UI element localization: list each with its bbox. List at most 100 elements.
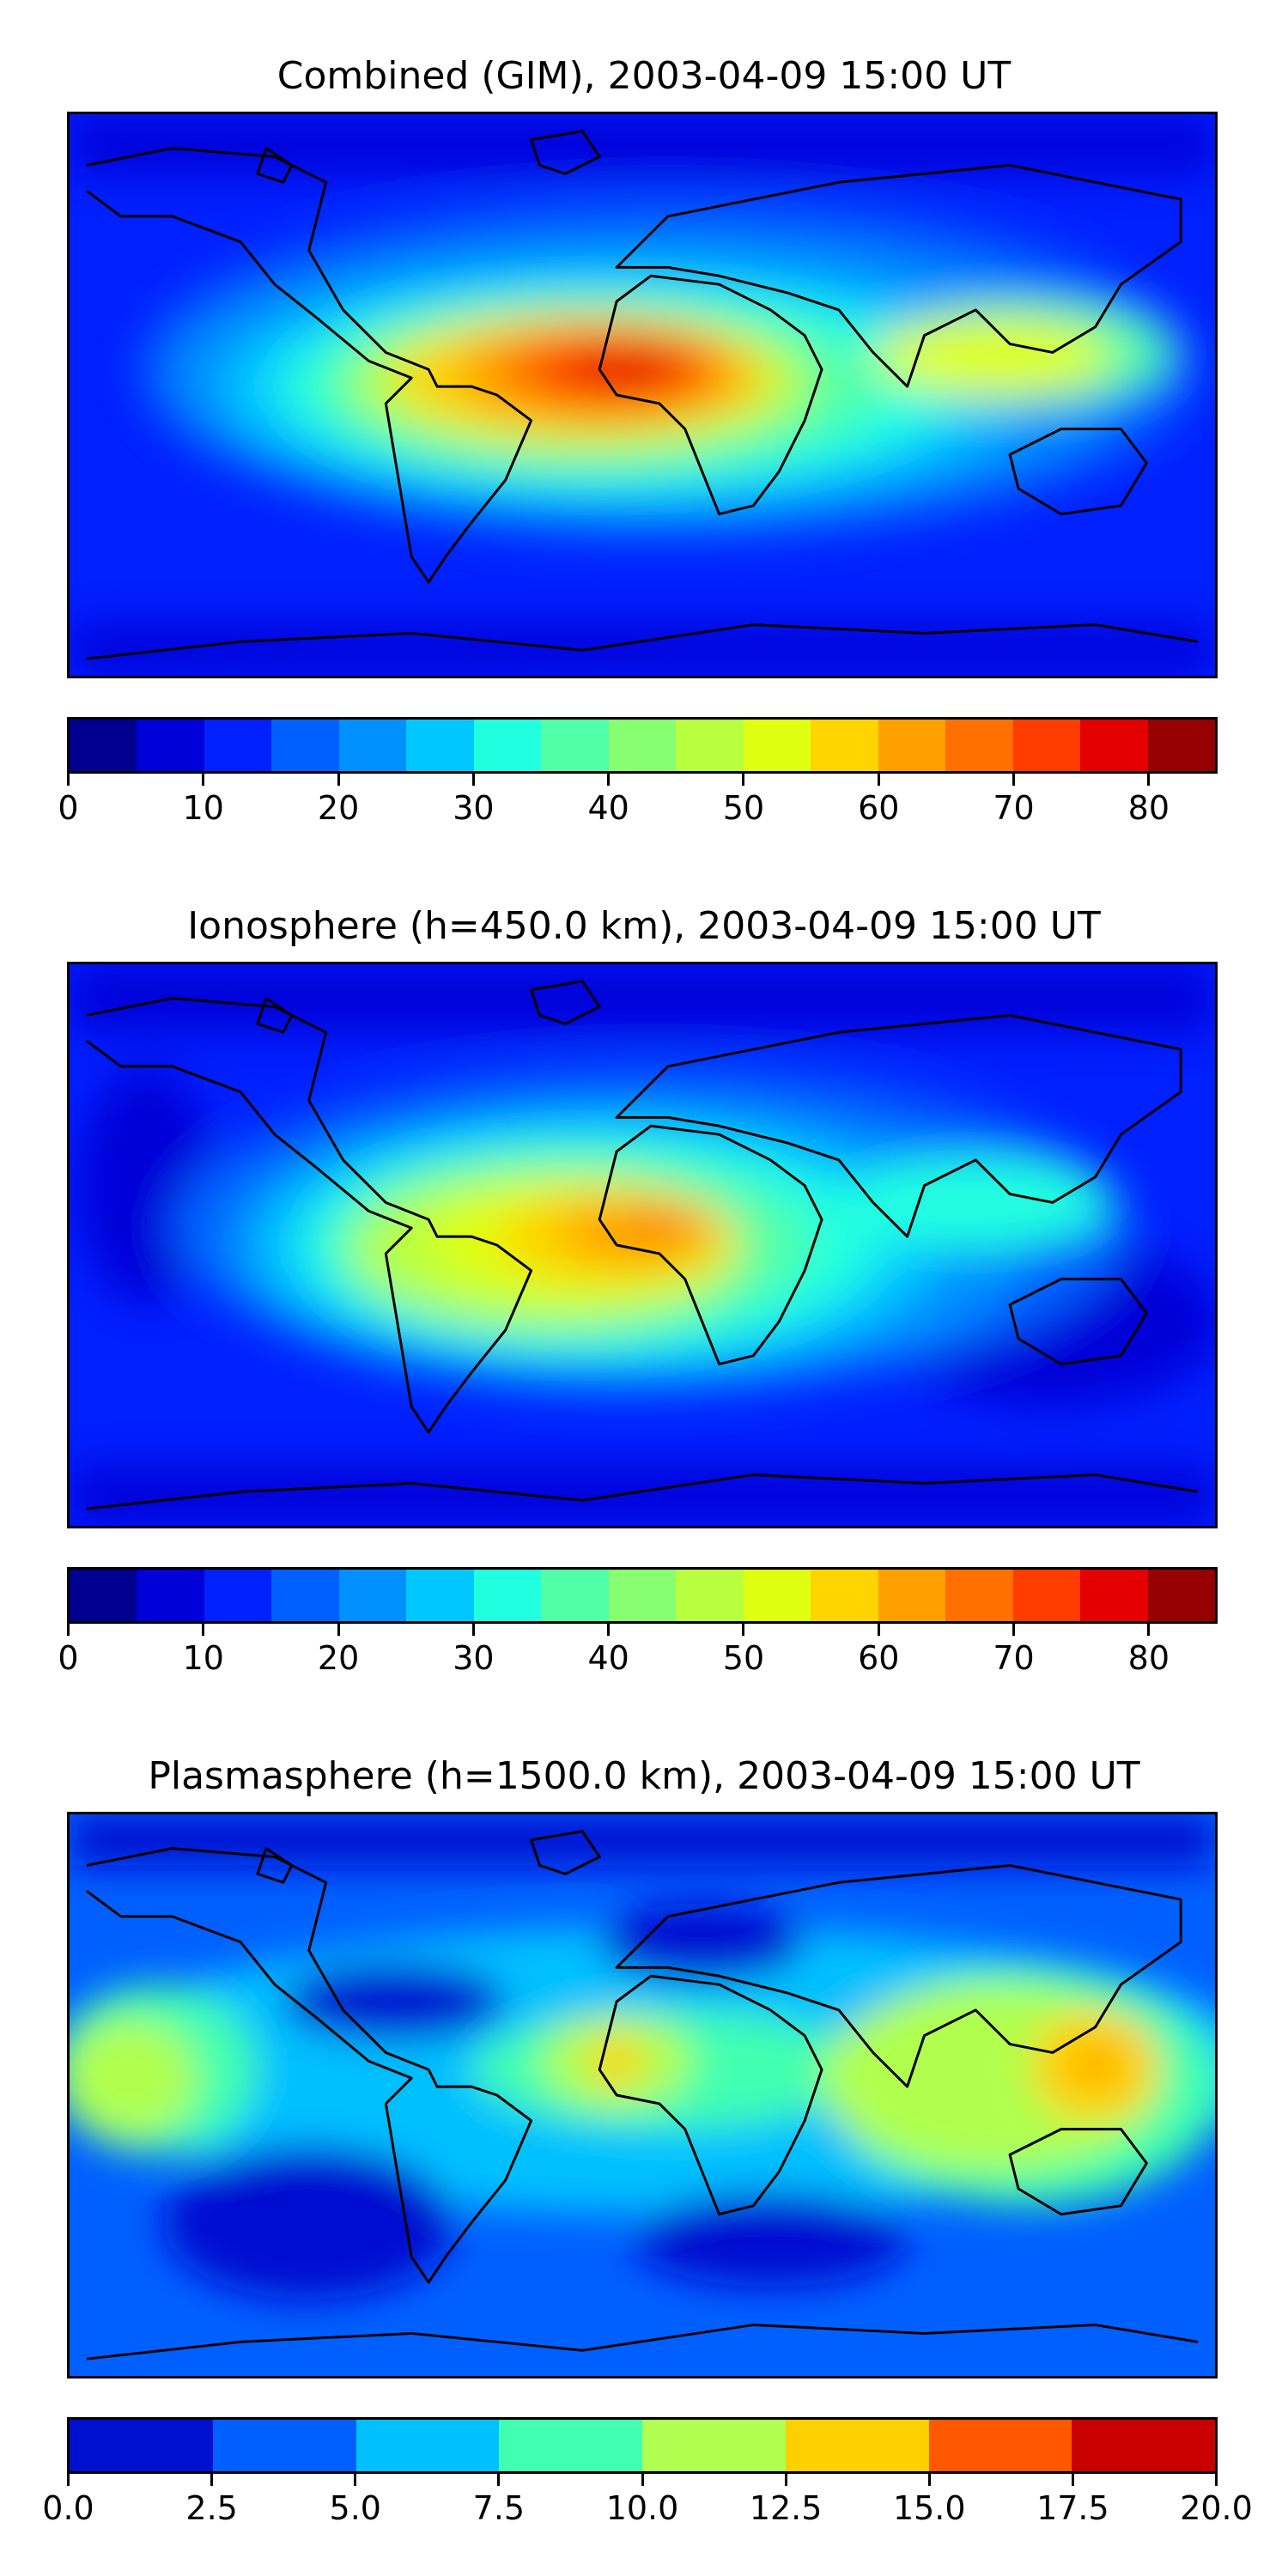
colorbar-segment: [1012, 1570, 1081, 1621]
colorbar-segment: [878, 720, 946, 771]
colorbar-tick-label: 20: [317, 1639, 360, 1677]
colorbar-segment: [945, 1570, 1013, 1621]
colorbar-tick-label: 40: [587, 1639, 629, 1677]
colorbar-segment: [1072, 2420, 1215, 2471]
colorbar-tick: [67, 774, 70, 786]
colorbar-tick-label: 60: [858, 789, 900, 827]
colorbar-tick: [1071, 2474, 1074, 2486]
colorbar-tick: [1215, 2474, 1218, 2486]
tec-map-plasmasphere: [70, 1814, 1215, 2376]
colorbar-segment: [608, 1570, 677, 1621]
colorbar-tick-label: 7.5: [472, 2489, 526, 2527]
colorbar-segment: [204, 1570, 272, 1621]
colorbar-segment: [271, 1570, 339, 1621]
colorbar-segment: [271, 720, 339, 771]
colorbar-segment: [212, 2420, 356, 2471]
colorbar-segment: [355, 2420, 500, 2471]
colorbar-segment: [541, 720, 609, 771]
colorbar-segment: [1080, 720, 1148, 771]
colorbar-tick-label: 40: [587, 789, 629, 827]
colorbar-segment: [1147, 720, 1215, 771]
tec-field: [70, 114, 1215, 676]
colorbar-tick-label: 10.0: [605, 2489, 679, 2527]
colorbar-tick: [1012, 774, 1016, 786]
colorbar-tick: [471, 774, 475, 786]
colorbar-tick-label: 70: [993, 1639, 1035, 1677]
colorbar-segment: [676, 720, 744, 771]
panel-title-combined: Combined (GIM), 2003-04-09 15:00 UT: [276, 54, 1012, 98]
colorbar-segment: [945, 720, 1013, 771]
colorbar-segment: [1147, 1570, 1215, 1621]
colorbar-segment: [811, 1570, 878, 1621]
colorbar-tick: [1147, 1624, 1151, 1636]
colorbar-segment: [811, 720, 878, 771]
colorbar-segment: [608, 720, 677, 771]
coastlines: [86, 130, 1199, 660]
tec-field: [70, 964, 1215, 1526]
colorbar-tick: [742, 1624, 745, 1636]
colorbar-tick: [210, 2474, 214, 2486]
colorbar-tick-label: 80: [1127, 789, 1170, 827]
colorbar-tick-label: 70: [993, 789, 1035, 827]
colorbar-tick-label: 50: [722, 1639, 765, 1677]
colorbar-segment: [473, 1570, 542, 1621]
colorbar-segment: [137, 1570, 204, 1621]
colorbar-tick-label: 0.0: [42, 2489, 94, 2527]
colorbar-tick: [67, 1624, 70, 1636]
colorbar-tick: [337, 1624, 340, 1636]
colorbar-segment: [743, 720, 811, 771]
colorbar-tick: [337, 774, 340, 786]
colorbar-segment: [406, 1570, 474, 1621]
colorbar-segment: [338, 1570, 407, 1621]
colorbar-segment: [676, 1570, 744, 1621]
colorbar-tick-label: 17.5: [1036, 2489, 1109, 2527]
colorbar-tick: [471, 1624, 475, 1636]
colorbar-segment: [137, 720, 204, 771]
colorbar-segment: [70, 720, 137, 771]
colorbar-segment: [204, 720, 272, 771]
colorbar-tick-label: 0: [58, 1639, 79, 1677]
colorbar-segment: [1012, 720, 1081, 771]
colorbar-segment: [785, 2420, 929, 2471]
colorbar-segment: [70, 1570, 137, 1621]
map-combined: [67, 112, 1218, 678]
map-ionosphere: [67, 962, 1218, 1528]
colorbar-tick: [641, 2474, 644, 2486]
panel-title-ionosphere: Ionosphere (h=450.0 km), 2003-04-09 15:0…: [187, 904, 1101, 948]
colorbar-combined: [67, 717, 1218, 774]
colorbar-tick: [877, 1624, 880, 1636]
colorbar-tick-label: 5.0: [329, 2489, 381, 2527]
colorbar-segment: [642, 2420, 786, 2471]
colorbar-tick-label: 30: [453, 1639, 495, 1677]
colorbar-segment: [928, 2420, 1072, 2471]
colorbar-tick: [607, 1624, 611, 1636]
colorbar-plasmasphere: [67, 2417, 1218, 2474]
map-plasmasphere: [67, 1812, 1218, 2379]
colorbar-segment: [743, 1570, 811, 1621]
colorbar-tick: [607, 774, 611, 786]
colorbar-tick-label: 12.5: [749, 2489, 823, 2527]
colorbar-tick-label: 15.0: [892, 2489, 966, 2527]
colorbar-segment: [338, 720, 407, 771]
colorbar-segment: [473, 720, 542, 771]
colorbar-tick-label: 0: [58, 789, 79, 827]
colorbar-tick: [1147, 774, 1151, 786]
colorbar-ionosphere: [67, 1567, 1218, 1624]
colorbar-tick: [927, 2474, 931, 2486]
coastlines: [86, 1830, 1199, 2360]
colorbar-segment: [70, 2420, 213, 2471]
colorbar-tick: [497, 2474, 501, 2486]
colorbar-segment: [541, 1570, 609, 1621]
colorbar-segment: [878, 1570, 946, 1621]
colorbar-tick: [67, 2474, 70, 2486]
tec-map-ionosphere: [70, 964, 1215, 1526]
colorbar-tick: [202, 1624, 205, 1636]
coastlines: [86, 980, 1199, 1510]
colorbar-segment: [406, 720, 474, 771]
colorbar-tick: [784, 2474, 787, 2486]
colorbar-tick-label: 20.0: [1180, 2489, 1253, 2527]
colorbar-tick-label: 50: [722, 789, 765, 827]
tec-map-combined: [70, 114, 1215, 676]
tec-field: [70, 1814, 1215, 2300]
colorbar-segment: [1080, 1570, 1148, 1621]
